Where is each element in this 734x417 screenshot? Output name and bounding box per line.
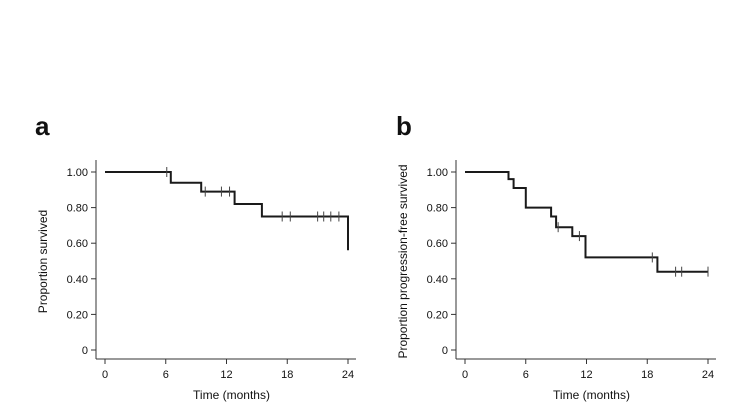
y-tick-label: 0 bbox=[82, 345, 88, 357]
y-axis-label: Proportion progression-free survived bbox=[396, 164, 410, 358]
panel-b: b 0 0.20 0.40 0.60 0.80 1.00 0 6 12 18 24 Time (mont… bbox=[396, 111, 716, 402]
y-tick-label: 0.60 bbox=[427, 238, 448, 250]
y-axis-label: Proportion survived bbox=[36, 210, 50, 313]
panel-letter: b bbox=[396, 111, 412, 141]
x-tick-label: 24 bbox=[342, 369, 354, 381]
x-tick-label: 6 bbox=[163, 369, 169, 381]
y-tick-label: 1.00 bbox=[67, 167, 88, 179]
x-tick-label: 12 bbox=[220, 369, 232, 381]
y-tick-label: 0.40 bbox=[427, 274, 448, 286]
y-tick-label: 0.40 bbox=[67, 274, 88, 286]
y-tick-label: 0.20 bbox=[427, 309, 448, 321]
x-tick-label: 6 bbox=[523, 369, 529, 381]
x-tick-label: 24 bbox=[702, 369, 714, 381]
y-tick-label: 0.20 bbox=[67, 309, 88, 321]
x-axis-label: Time (months) bbox=[553, 388, 630, 402]
y-tick-label: 1.00 bbox=[427, 167, 448, 179]
x-tick-label: 12 bbox=[580, 369, 592, 381]
y-tick-label: 0 bbox=[442, 345, 448, 357]
y-tick-label: 0.80 bbox=[427, 203, 448, 215]
x-tick-label: 0 bbox=[102, 369, 108, 381]
x-axis-label: Time (months) bbox=[193, 388, 270, 402]
panel-letter: a bbox=[35, 111, 50, 141]
km-curve-1 bbox=[465, 171, 708, 273]
panel-a: a 0 0.20 0.40 0.60 0.80 1.00 0 6 12 18 24 Time (mont… bbox=[35, 111, 356, 402]
km-curve-1 bbox=[105, 171, 349, 251]
x-tick-label: 18 bbox=[641, 369, 653, 381]
x-tick-label: 18 bbox=[281, 369, 293, 381]
x-tick-label: 0 bbox=[462, 369, 468, 381]
y-tick-label: 0.60 bbox=[67, 238, 88, 250]
y-tick-label: 0.80 bbox=[67, 203, 88, 215]
